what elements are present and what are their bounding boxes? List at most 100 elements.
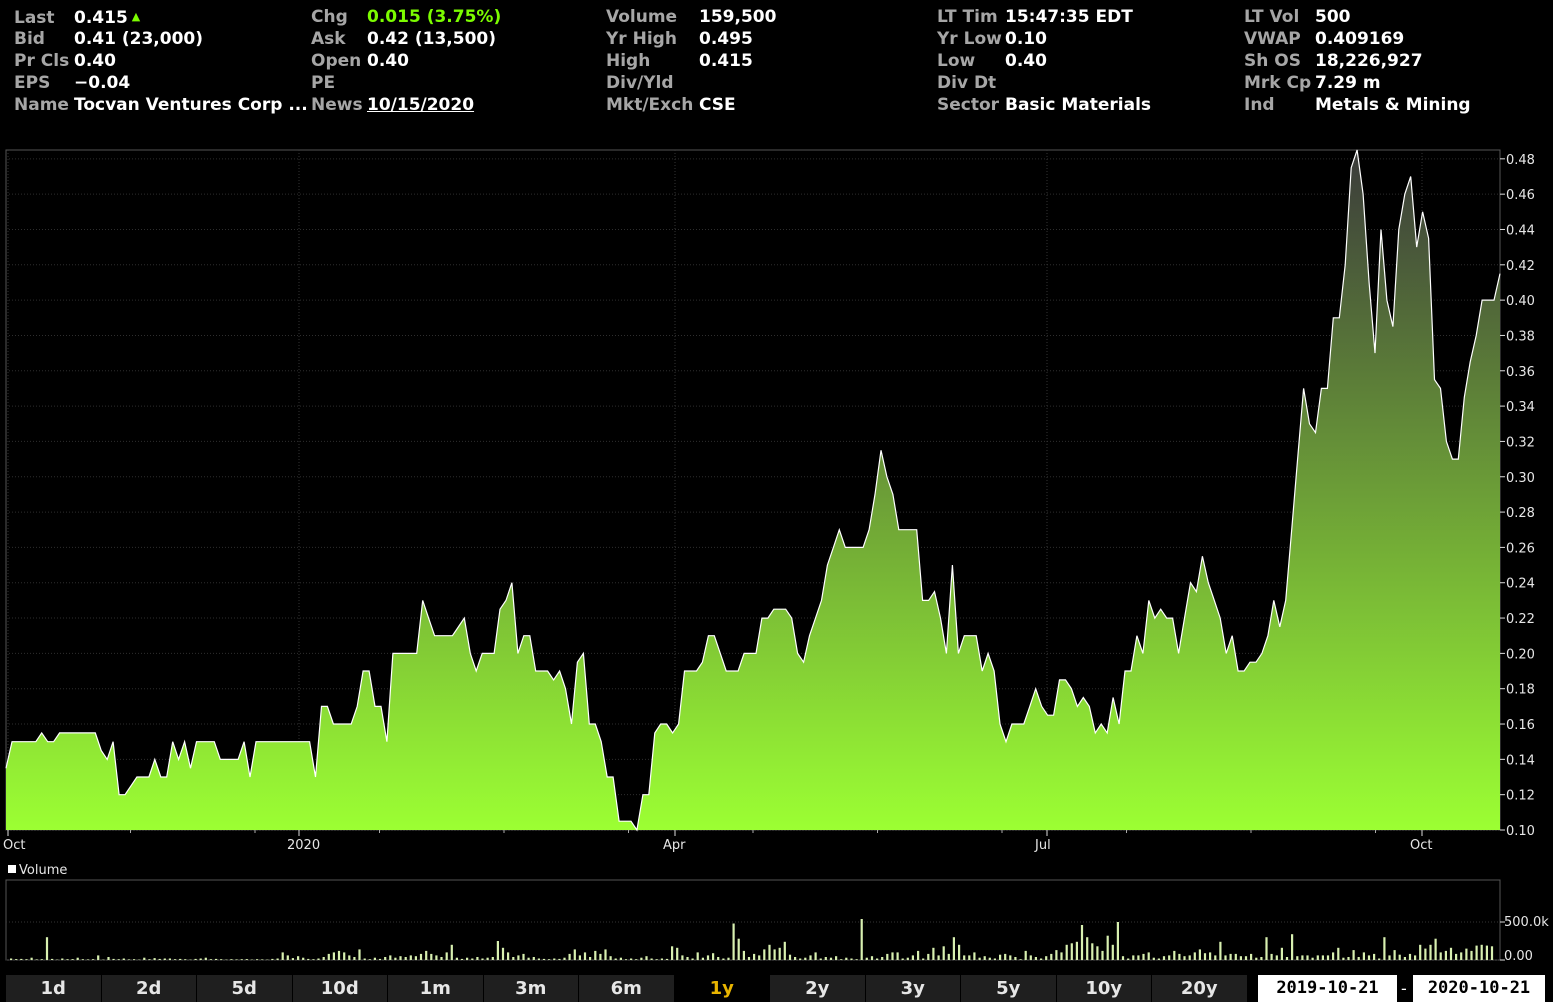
- volume-bar: [1040, 958, 1043, 960]
- volume-bar: [922, 958, 925, 960]
- quote-label: Yr High: [606, 29, 677, 49]
- price-volume-chart[interactable]: 0.10 0.12 0.14 0.16 0.18 0.20 0.22 0.24 0.26 0.28…: [0, 140, 1553, 970]
- range-button-3y[interactable]: 3y: [865, 975, 961, 1002]
- volume-bar: [271, 958, 274, 960]
- range-button-5y[interactable]: 5y: [961, 975, 1057, 1002]
- y-tick-label: 0.42: [1506, 259, 1535, 274]
- quote-label: EPS: [14, 73, 51, 93]
- volume-bar: [958, 944, 961, 960]
- volume-bar: [932, 947, 935, 960]
- volume-bar: [876, 958, 879, 960]
- volume-bar: [865, 957, 868, 960]
- volume-bar: [81, 959, 84, 960]
- volume-bar: [660, 958, 663, 960]
- volume-bar: [1414, 955, 1417, 960]
- volume-bar: [1224, 955, 1227, 960]
- quote-industry: Ind Metals & Mining: [1244, 94, 1471, 116]
- end-date-input[interactable]: 2020-10-21: [1413, 975, 1545, 1002]
- quote-label: Volume: [606, 7, 678, 27]
- range-button-1y[interactable]: 1y: [674, 975, 770, 1002]
- volume-bar: [840, 959, 843, 960]
- quote-label: VWAP: [1244, 29, 1301, 49]
- quote-label: Mrk Cp: [1244, 73, 1312, 93]
- volume-bar: [122, 958, 125, 960]
- volume-bar: [153, 958, 156, 960]
- volume-bar: [968, 955, 971, 960]
- volume-bar: [302, 957, 305, 960]
- quote-ask: Ask 0.42 (13,500): [311, 28, 501, 50]
- range-button-10y[interactable]: 10y: [1056, 975, 1152, 1002]
- news-date-link[interactable]: 10/15/2020: [367, 95, 475, 115]
- range-button-6m[interactable]: 6m: [579, 975, 675, 1002]
- volume-bar: [1014, 957, 1017, 960]
- range-button-2d[interactable]: 2d: [101, 975, 197, 1002]
- volume-bar: [235, 959, 238, 960]
- volume-bar: [1065, 944, 1068, 960]
- volume-bar: [168, 958, 171, 960]
- range-button-1m[interactable]: 1m: [388, 975, 484, 1002]
- volume-bar: [158, 958, 161, 960]
- volume-bar: [179, 958, 182, 960]
- volume-bar: [1045, 956, 1048, 960]
- quote-col-3: Volume 159,500 Yr High 0.495 High 0.415 Div…: [606, 6, 776, 116]
- volume-bar: [133, 959, 136, 960]
- volume-bar: [1373, 953, 1376, 960]
- quote-value: 159,500: [699, 7, 777, 27]
- volume-bar: [696, 952, 699, 960]
- quote-div-yield: Div/Yld: [606, 72, 776, 94]
- volume-bar: [1388, 955, 1391, 960]
- volume-bar: [1347, 957, 1350, 960]
- volume-bar: [117, 959, 120, 960]
- volume-bar: [1352, 950, 1355, 960]
- range-button-20y[interactable]: 20y: [1152, 975, 1248, 1002]
- volume-bar: [312, 959, 315, 960]
- volume-bar: [163, 958, 166, 960]
- price-area-fill: [6, 150, 1500, 830]
- volume-bar: [1075, 941, 1078, 960]
- quote-label: Sector: [937, 95, 1000, 115]
- volume-bar: [1403, 957, 1406, 960]
- volume-bar: [1470, 950, 1473, 960]
- volume-bar: [389, 955, 392, 960]
- volume-bar: [204, 957, 207, 960]
- x-tick-label: 2020: [287, 838, 320, 853]
- range-button-2y[interactable]: 2y: [770, 975, 866, 1002]
- quote-year-low: Yr Low 0.10: [937, 28, 1151, 50]
- volume-bar: [40, 959, 43, 960]
- volume-bar: [1465, 948, 1468, 960]
- volume-bar: [471, 958, 474, 960]
- quote-value: 0.41 (23,000): [74, 29, 204, 49]
- volume-bar: [1152, 957, 1155, 960]
- volume-bar: [691, 958, 694, 960]
- range-button-3m[interactable]: 3m: [483, 975, 579, 1002]
- volume-y-tick-label: 0.00: [1504, 949, 1533, 964]
- volume-bar: [435, 955, 438, 960]
- volume-bar: [230, 959, 233, 960]
- range-button-1d[interactable]: 1d: [6, 975, 102, 1002]
- volume-bar: [1121, 956, 1125, 960]
- volume-bar: [947, 953, 950, 960]
- volume-bar: [835, 956, 838, 960]
- volume-bar: [942, 946, 945, 960]
- quote-value: 500: [1315, 7, 1351, 27]
- volume-bar: [261, 959, 264, 960]
- volume-bar: [778, 947, 781, 960]
- volume-bar: [414, 956, 417, 960]
- quote-label: Div Dt: [937, 73, 997, 93]
- range-button-10d[interactable]: 10d: [292, 975, 388, 1002]
- range-button-5d[interactable]: 5d: [197, 975, 293, 1002]
- start-date-input[interactable]: 2019-10-21: [1258, 975, 1397, 1002]
- y-tick-label: 0.22: [1506, 612, 1535, 627]
- volume-bar: [97, 955, 100, 960]
- volume-bar: [850, 958, 853, 960]
- volume-bar: [589, 957, 592, 960]
- volume-bar: [655, 959, 658, 960]
- volume-bar: [184, 959, 187, 960]
- volume-bar: [384, 957, 387, 960]
- volume-bar: [1270, 953, 1273, 960]
- volume-bar: [999, 954, 1002, 960]
- quote-open: Open 0.40: [311, 50, 501, 72]
- volume-bar: [1050, 953, 1053, 960]
- quote-value: 0.10: [1005, 29, 1047, 49]
- volume-bar: [1178, 953, 1181, 960]
